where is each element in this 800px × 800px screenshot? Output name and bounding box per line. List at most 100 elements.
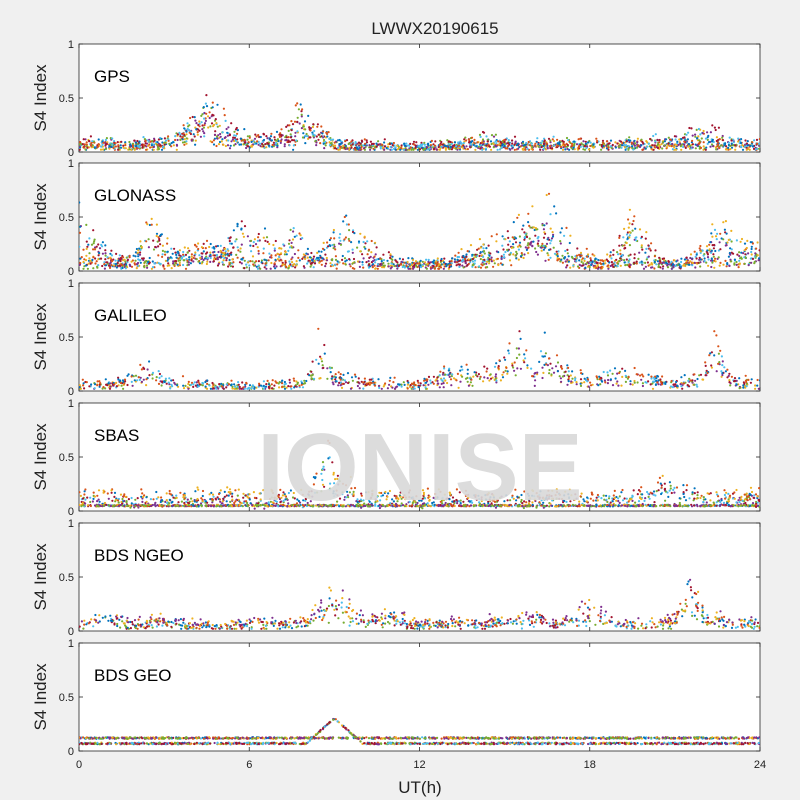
data-point [83, 146, 86, 149]
data-point [442, 267, 445, 270]
data-point [528, 224, 531, 227]
data-point [450, 375, 453, 378]
data-point [507, 236, 510, 239]
data-point [742, 384, 745, 387]
data-point [602, 145, 605, 148]
data-point [718, 241, 721, 244]
data-point [522, 224, 525, 227]
data-point [157, 138, 160, 141]
data-point [170, 267, 173, 270]
data-point [685, 261, 688, 264]
data-point [508, 342, 511, 345]
data-point [119, 381, 122, 384]
data-point [719, 349, 722, 352]
data-point [293, 379, 296, 382]
data-point [494, 140, 497, 143]
data-point [711, 244, 714, 247]
panel-label: GPS [94, 67, 130, 86]
data-point [350, 146, 353, 149]
data-point [204, 257, 207, 260]
data-point [488, 379, 491, 382]
data-point [657, 265, 660, 268]
data-point [288, 381, 291, 384]
data-point [488, 258, 491, 261]
data-point [179, 259, 182, 262]
data-point [464, 257, 467, 261]
data-point [493, 262, 496, 265]
data-point [203, 117, 206, 120]
data-point [483, 252, 486, 255]
data-point [330, 377, 333, 380]
data-point [477, 247, 480, 250]
data-point [198, 262, 201, 265]
data-point [618, 234, 621, 237]
data-point [521, 147, 524, 151]
data-point [552, 246, 555, 249]
data-point [281, 379, 284, 382]
data-point [596, 139, 599, 143]
data-point [674, 383, 677, 386]
data-point [238, 261, 242, 264]
data-point [85, 223, 88, 226]
data-point [460, 260, 464, 263]
data-point [728, 372, 731, 375]
data-point [526, 244, 529, 247]
data-point [575, 383, 578, 386]
data-point [582, 262, 585, 265]
data-point [565, 266, 568, 269]
data-point [429, 266, 432, 269]
data-point [517, 147, 520, 150]
data-point [156, 141, 159, 144]
data-point [104, 387, 107, 390]
data-point [84, 259, 88, 262]
data-point [374, 267, 377, 270]
data-point [725, 232, 728, 235]
data-point [176, 263, 179, 266]
data-point [506, 147, 509, 150]
data-point [155, 234, 158, 238]
data-point [104, 244, 107, 247]
data-point [744, 386, 747, 389]
data-point [115, 381, 118, 384]
data-point [405, 142, 408, 145]
data-point [698, 247, 701, 250]
data-point [336, 260, 339, 263]
data-point [96, 266, 99, 269]
data-point [236, 225, 239, 228]
data-point [355, 146, 359, 149]
data-point [697, 142, 700, 145]
data-point [539, 148, 542, 151]
data-point [101, 143, 104, 146]
data-point [394, 146, 397, 149]
data-point [726, 241, 729, 244]
data-point [323, 352, 326, 355]
data-point [747, 378, 750, 381]
data-point [194, 139, 197, 142]
data-point [712, 145, 715, 148]
data-point [254, 133, 257, 136]
data-point [617, 384, 620, 387]
data-point [388, 383, 391, 386]
data-point [671, 386, 675, 389]
data-point [607, 264, 610, 267]
data-point [569, 374, 572, 377]
data-point [79, 143, 81, 146]
data-point [616, 380, 619, 383]
data-point [315, 144, 318, 147]
data-point [411, 258, 415, 261]
data-point [750, 378, 753, 381]
data-point [653, 145, 656, 148]
data-point [635, 373, 638, 376]
data-point [409, 267, 412, 270]
data-point [757, 142, 760, 145]
data-point [115, 262, 118, 265]
data-point [334, 378, 337, 381]
data-point [166, 242, 169, 245]
data-point [119, 256, 123, 260]
data-point [595, 137, 598, 140]
data-point [734, 148, 737, 151]
data-point [740, 138, 743, 141]
data-point [153, 137, 156, 140]
data-point [230, 384, 233, 387]
data-point [745, 142, 749, 145]
